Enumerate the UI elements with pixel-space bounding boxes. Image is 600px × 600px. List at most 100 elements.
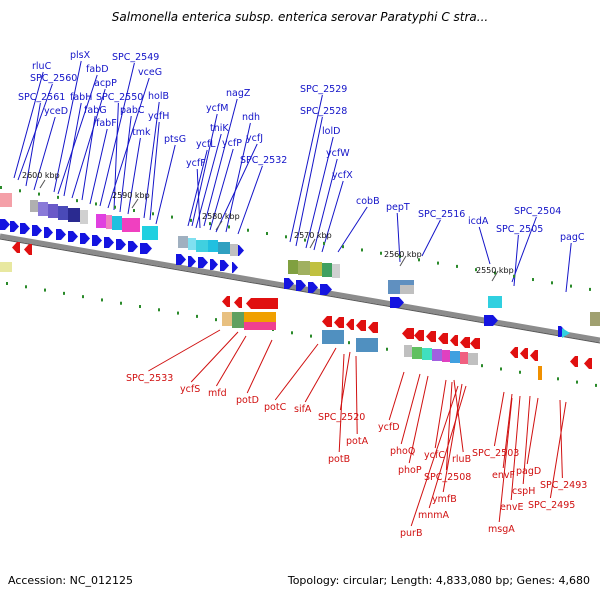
- gene-label: ymfB: [432, 494, 457, 505]
- gene-label: pagC: [560, 232, 585, 243]
- gene-leader-line: [81, 115, 96, 201]
- gene-arrow: [402, 328, 414, 339]
- tick-dot: [196, 314, 198, 318]
- gene-arrow: [520, 348, 528, 359]
- gene-label: holB: [148, 91, 169, 102]
- gene-label: envE: [500, 502, 524, 513]
- gene-leader-line: [148, 329, 221, 372]
- gene-arrow: [484, 315, 498, 326]
- gene-label: fabG: [84, 105, 107, 116]
- gene-label: SPC_2529: [300, 84, 347, 95]
- gene-label: ycfM: [206, 103, 228, 114]
- gene-leader-line: [428, 385, 467, 509]
- gene-label: phoP: [398, 465, 422, 476]
- gene-label: ycfJ: [246, 133, 263, 144]
- gene-label: SPC_2532: [240, 155, 287, 166]
- gene-arrow: [414, 330, 424, 341]
- tick-dot: [285, 235, 287, 239]
- gene-leader-line: [511, 216, 537, 283]
- kbp-scale: 2600 kbp 2590 kbp 2580 kbp 2570 kbp 2560…: [22, 171, 514, 282]
- gene-leader-line: [396, 212, 401, 263]
- gene-arrow: [246, 298, 278, 309]
- gene-label: rluB: [452, 454, 471, 465]
- gene-leader-line: [337, 206, 368, 253]
- tick-dot: [139, 305, 141, 309]
- tick-dot: [101, 298, 103, 302]
- kbp-label: 2560 kbp: [384, 250, 422, 259]
- gene-arrow: [368, 322, 378, 333]
- gene-label: SPC_2516: [418, 209, 465, 220]
- gene-leader-line: [274, 343, 319, 401]
- gene-arrow: [116, 239, 126, 250]
- gene-arrow: [24, 244, 32, 255]
- gene-leader-line: [127, 137, 141, 215]
- gene-arrow: [232, 262, 238, 273]
- gene-arrow: [308, 282, 318, 293]
- gene-arrow: [510, 347, 518, 358]
- tick-dot: [44, 288, 46, 292]
- gene-arrow: [12, 242, 20, 253]
- gene-leader-line: [203, 98, 238, 227]
- gene-arrow: [56, 229, 66, 240]
- gene-label: SPC_2493: [540, 480, 587, 491]
- tick-dot: [304, 238, 306, 242]
- tick-dot: [95, 202, 97, 206]
- tick-dot: [291, 331, 293, 335]
- gene-arrow: [44, 227, 53, 238]
- tick-dot: [380, 251, 382, 255]
- gene-leader-line: [215, 335, 247, 387]
- accession-label: Accession: NC_012125: [8, 574, 134, 587]
- gene-leader-line: [215, 143, 258, 233]
- tick-dot: [475, 268, 477, 272]
- gene-leader-line: [410, 385, 459, 527]
- tick-dot: [266, 232, 268, 236]
- gene-label: SPC_2503: [472, 448, 519, 459]
- gene-leader-line: [305, 136, 334, 249]
- gene-leader-line: [421, 219, 441, 257]
- gene-arrow: [530, 350, 538, 361]
- tick-dot: [158, 308, 160, 312]
- tick-dot: [19, 189, 21, 193]
- gene-label: SPC_2508: [424, 472, 471, 483]
- gene-label: SPC_2533: [126, 373, 173, 384]
- gene-leader-line: [143, 101, 160, 219]
- tick-dot: [171, 215, 173, 219]
- gene-label: ycfW: [326, 148, 350, 159]
- gene-label: phoQ: [390, 446, 415, 457]
- gene-label: cspH: [512, 486, 535, 497]
- gene-label: ycfP: [222, 138, 242, 149]
- tick-dot: [399, 255, 401, 259]
- gene-arrow: [238, 245, 244, 256]
- gene-label: lolD: [322, 126, 340, 137]
- gene-label: vceG: [138, 67, 162, 78]
- forward-gene-arrows: [0, 219, 570, 338]
- tick-dot: [25, 285, 27, 289]
- gene-label: thiK: [210, 123, 229, 134]
- gene-leader-line: [89, 128, 108, 205]
- gene-leader-line: [453, 379, 464, 453]
- tick-dot: [576, 380, 578, 384]
- gene-leader-line: [149, 121, 160, 221]
- gene-leader-line: [522, 395, 531, 485]
- gene-arrow: [284, 278, 294, 289]
- gene-arrow: [334, 317, 344, 328]
- gene-arrow: [198, 257, 208, 268]
- gene-leader-line: [313, 158, 338, 251]
- kbp-label: 2550 kbp: [476, 266, 514, 275]
- tick-dot: [595, 383, 597, 387]
- gene-leader-line: [445, 381, 453, 471]
- gene-label: SPC_2560: [30, 73, 77, 84]
- gene-leader-line: [119, 115, 132, 213]
- gene-leader-line: [191, 113, 218, 227]
- gene-label: SPC_2550: [96, 92, 143, 103]
- gene-label: fabH: [70, 92, 92, 103]
- gene-arrow: [188, 256, 196, 267]
- gene-arrow: [470, 338, 480, 349]
- gene-label: SPC_2495: [528, 500, 575, 511]
- gene-leader-line: [155, 144, 176, 225]
- gene-label: ycfL: [196, 139, 216, 150]
- gene-label: ycfS: [180, 384, 200, 395]
- tick-dot: [215, 318, 217, 322]
- tick-dot: [481, 364, 483, 368]
- gene-label: fabD: [86, 64, 109, 75]
